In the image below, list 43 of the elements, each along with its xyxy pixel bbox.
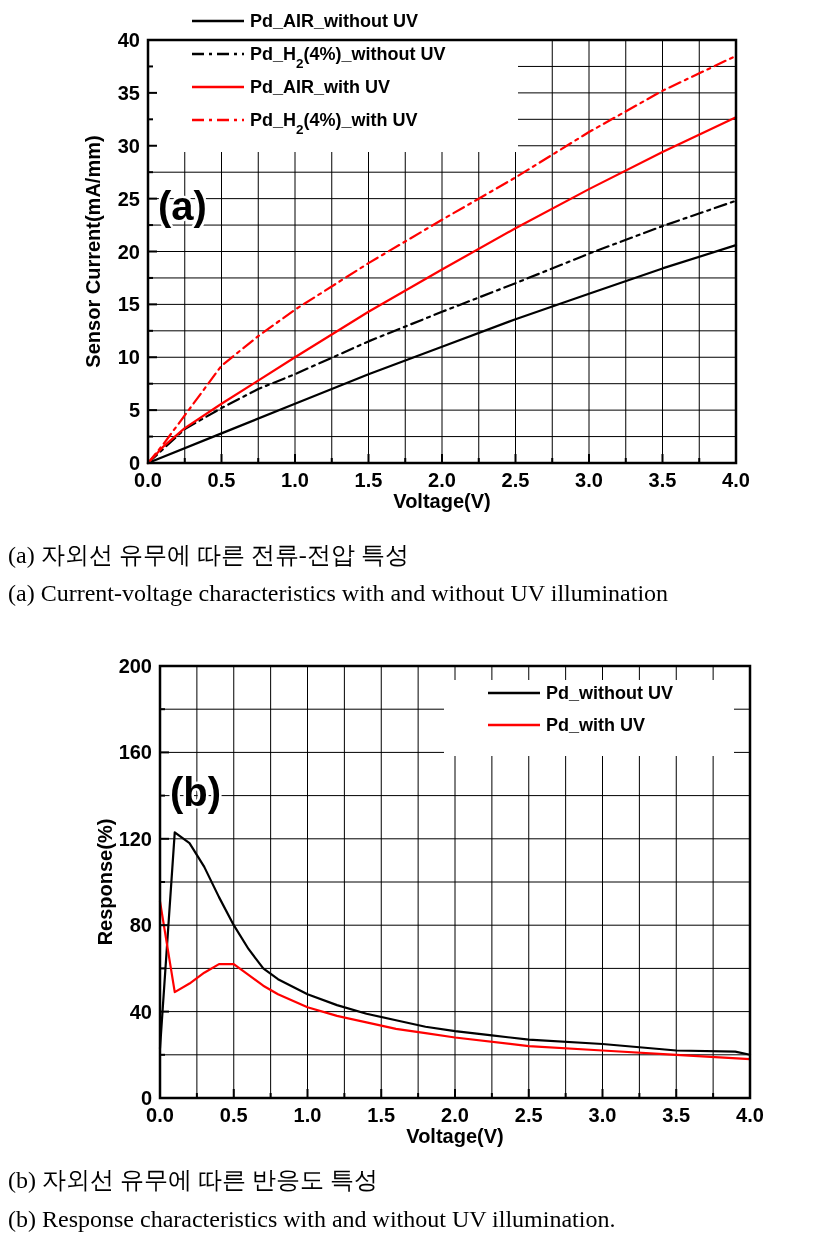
y-axis-title: Sensor Current(mA/mm)	[82, 135, 104, 368]
y-tick-label: 15	[117, 293, 140, 316]
y-tick-label: 120	[118, 827, 152, 850]
y-tick-label: 10	[117, 346, 140, 369]
x-tick-label: 3.5	[662, 1104, 691, 1126]
x-tick-label: 1.0	[281, 469, 309, 491]
y-tick-label: 20	[117, 240, 140, 263]
x-tick-label: 3.5	[648, 469, 677, 491]
y-tick-label: 30	[117, 134, 140, 157]
legend-label: Pd_H$_{2}$(4%)_with UV	[250, 110, 418, 137]
legend-label: Pd_with UV	[546, 715, 646, 735]
x-tick-label: 4.0	[722, 469, 750, 491]
x-tick-label: 3.0	[588, 1104, 617, 1126]
x-tick-label: 1.5	[367, 1104, 396, 1126]
x-tick-label: 2.5	[514, 1104, 543, 1126]
x-axis-title: Voltage(V)	[406, 1125, 504, 1147]
y-tick-label: 5	[128, 399, 140, 422]
text: (b) 자외선 유무에 따른 반응도 특성	[8, 1167, 378, 1193]
y-tick-label: 80	[129, 914, 152, 937]
text: (a) 자외선 유무에 따른 전류-전압 특성	[8, 542, 409, 568]
x-axis-title: Voltage(V)	[393, 490, 491, 512]
legend-label: Pd_AIR_with UV	[250, 77, 391, 97]
x-tick-label: 2.0	[441, 1104, 469, 1126]
y-tick-label: 200	[118, 655, 152, 677]
x-tick-label: 2.5	[501, 469, 530, 491]
x-tick-label: 0.5	[219, 1104, 248, 1126]
y-tick-label: 40	[129, 1000, 152, 1023]
legend-label: Pd_H$_{2}$(4%)_without UV	[250, 44, 446, 71]
y-tick-label: 35	[117, 81, 140, 104]
text: (b) Response characteristics with and without UV illumination.	[8, 1206, 616, 1232]
legend-label: Pd_without UV	[546, 683, 673, 703]
x-tick-label: 3.0	[575, 469, 603, 491]
y-tick-label: 25	[117, 187, 140, 210]
y-tick-label: 160	[118, 741, 152, 764]
x-tick-label: 0.5	[207, 469, 236, 491]
text: (a) Current-voltage characteristics with and without UV illumination	[8, 580, 669, 606]
x-tick-label: 2.0	[428, 469, 456, 491]
y-tick-label: 40	[117, 29, 140, 51]
y-axis-title: Response(%)	[94, 818, 116, 946]
x-tick-label: 4.0	[736, 1104, 764, 1126]
x-tick-label: 1.0	[293, 1104, 322, 1126]
legend-label: Pd_AIR_without UV	[250, 11, 419, 31]
x-tick-label: 1.5	[354, 469, 383, 491]
